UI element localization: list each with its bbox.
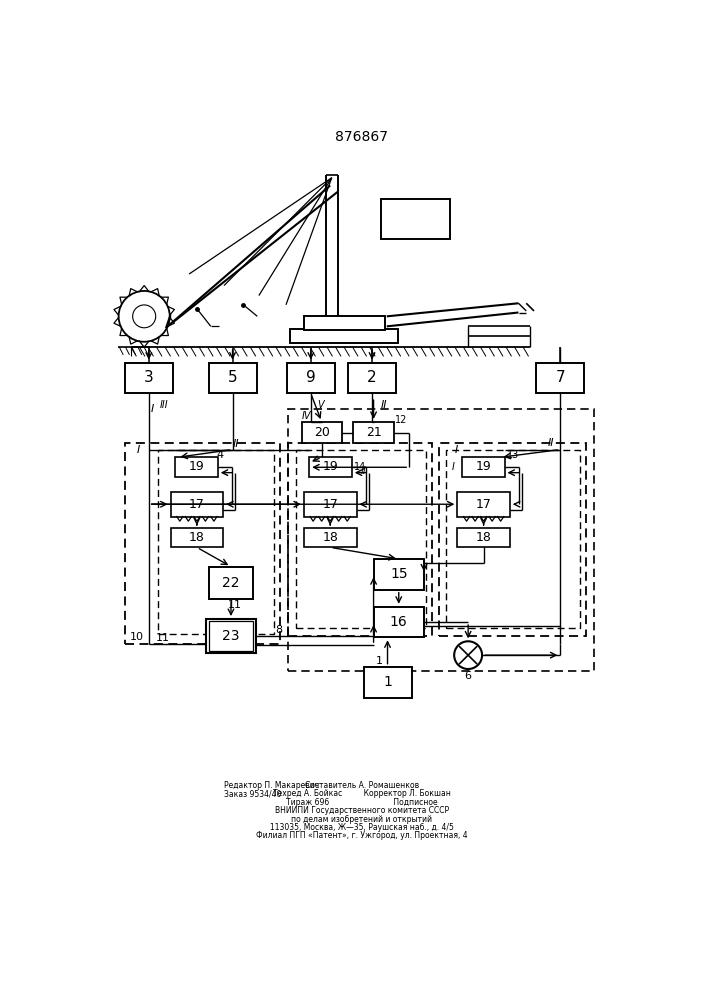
Text: 15: 15 (390, 567, 407, 581)
Text: I: I (151, 404, 154, 414)
Bar (537, 363, 585, 393)
Text: 18: 18 (476, 531, 491, 544)
Text: Тираж 696                           Подписное: Тираж 696 Подписное (286, 798, 438, 807)
Bar (158, 450, 274, 634)
Text: II: II (380, 400, 387, 410)
Text: Филиал ПГП «Патент», г. Ужгород, ул. Проектная, 4: Филиал ПГП «Патент», г. Ужгород, ул. Про… (256, 831, 468, 840)
Bar (304, 492, 356, 517)
Text: 18: 18 (322, 531, 338, 544)
Text: 1: 1 (383, 675, 392, 689)
Text: 2: 2 (367, 370, 377, 385)
Bar (170, 528, 223, 547)
Bar (175, 457, 218, 477)
Text: 19: 19 (475, 460, 491, 473)
Text: Составитель А. Ромашенков: Составитель А. Ромашенков (305, 781, 419, 790)
Text: I: I (455, 445, 458, 455)
Text: V: V (317, 400, 323, 410)
Bar (438, 443, 586, 636)
Bar (309, 457, 352, 477)
Text: Заказ 9534/40: Заказ 9534/40 (224, 790, 281, 799)
Text: 19: 19 (322, 460, 339, 473)
Text: 1: 1 (376, 656, 383, 666)
Bar (457, 528, 510, 547)
Text: Редактор П. Макаревич: Редактор П. Макаревич (224, 781, 320, 790)
Bar (301, 422, 341, 443)
Text: Техред А. Бойкас         Корректор Л. Бокшан: Техред А. Бойкас Корректор Л. Бокшан (273, 789, 451, 798)
Text: 17: 17 (322, 498, 338, 511)
Text: ВНИИПИ Государственного комитета СССР: ВНИИПИ Государственного комитета СССР (275, 806, 449, 815)
Text: I: I (451, 462, 454, 472)
Bar (381, 199, 450, 239)
Text: 22: 22 (222, 576, 240, 590)
Bar (457, 492, 510, 517)
Text: 12: 12 (395, 415, 408, 425)
Bar (462, 457, 505, 477)
Text: 17: 17 (476, 498, 491, 511)
Bar (348, 363, 396, 393)
Text: 9: 9 (306, 370, 315, 385)
Bar (373, 559, 424, 590)
Bar (209, 567, 253, 599)
Text: 6: 6 (464, 671, 472, 681)
Text: II: II (548, 438, 554, 448)
Text: 113035, Москва, Ж—35, Раушская наб., д. 4/5: 113035, Москва, Ж—35, Раушская наб., д. … (270, 823, 454, 832)
Text: 19: 19 (189, 460, 204, 473)
Text: 21: 21 (366, 426, 382, 439)
Text: 4: 4 (216, 450, 223, 460)
Bar (296, 450, 426, 628)
Bar (304, 316, 385, 330)
Text: III: III (160, 400, 169, 410)
Text: по делам изобретений и открытий: по делам изобретений и открытий (291, 815, 433, 824)
Text: 23: 23 (222, 629, 240, 643)
Text: 18: 18 (189, 531, 205, 544)
Text: 16: 16 (390, 615, 408, 629)
Bar (304, 528, 356, 547)
Text: 7: 7 (556, 370, 565, 385)
Bar (288, 443, 432, 636)
Bar (354, 422, 394, 443)
Bar (170, 492, 223, 517)
Text: II: II (361, 466, 367, 476)
Text: I: I (136, 445, 139, 455)
Text: 11: 11 (156, 633, 170, 643)
Bar (287, 363, 335, 393)
Bar (288, 409, 595, 671)
Bar (446, 450, 580, 628)
Bar (209, 621, 253, 651)
Text: II: II (233, 439, 240, 449)
Bar (363, 667, 411, 698)
Bar (125, 443, 280, 644)
Bar (290, 329, 398, 343)
Bar (206, 619, 256, 653)
Text: 14: 14 (354, 462, 366, 472)
Text: 13: 13 (507, 450, 519, 460)
Text: 11: 11 (228, 600, 242, 610)
Text: 10: 10 (129, 632, 144, 642)
Bar (125, 363, 173, 393)
Text: 876867: 876867 (335, 130, 388, 144)
Text: 17: 17 (189, 498, 205, 511)
Text: 20: 20 (314, 426, 329, 439)
Text: 3: 3 (144, 370, 153, 385)
Bar (209, 363, 257, 393)
Text: IV: IV (302, 411, 312, 421)
Text: 5: 5 (228, 370, 238, 385)
Text: 8: 8 (276, 625, 283, 635)
Bar (373, 607, 424, 637)
